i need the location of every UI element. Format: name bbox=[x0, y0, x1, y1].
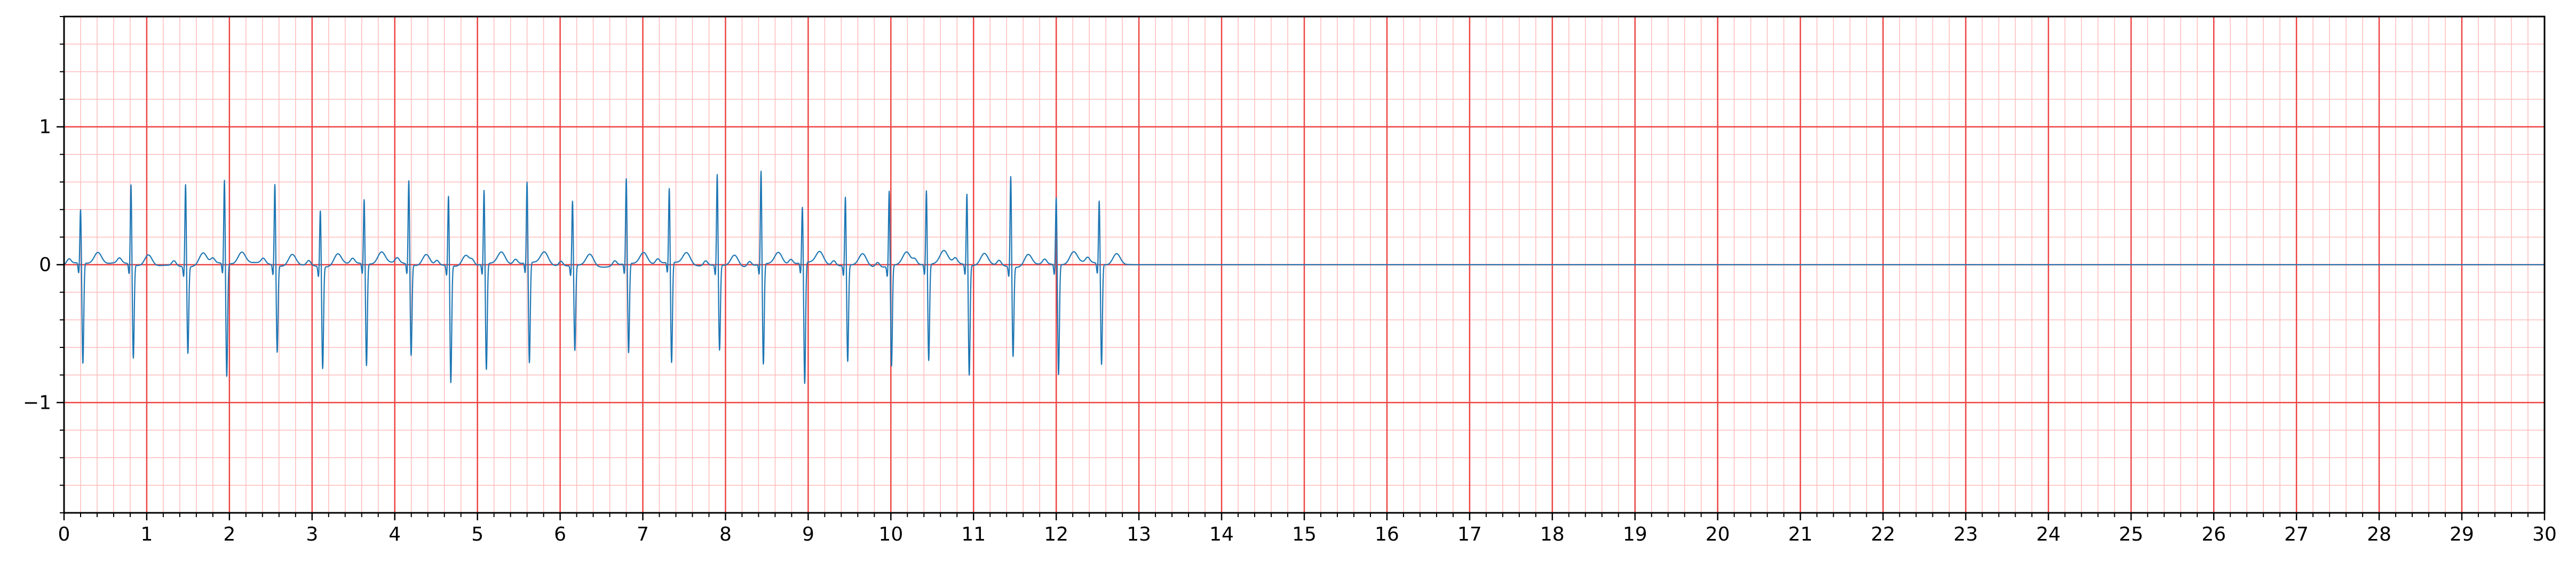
x-tick-label: 8 bbox=[719, 524, 732, 545]
x-tick-label: 5 bbox=[471, 524, 484, 545]
x-tick-label: 23 bbox=[1954, 524, 1978, 545]
x-tick-label: 16 bbox=[1375, 524, 1399, 545]
x-tick-label: 18 bbox=[1540, 524, 1565, 545]
x-axis: 0 1 2 3 4 5 6 7 8 9 10 11 12 13 14 15 16 17 18 19 20 21 22 23 24… bbox=[58, 513, 2557, 545]
x-tick-label: 3 bbox=[306, 524, 318, 545]
x-tick-label: 21 bbox=[1788, 524, 1813, 545]
x-tick-label: 0 bbox=[58, 524, 70, 545]
x-tick-label: 1 bbox=[140, 524, 153, 545]
x-tick-label: 14 bbox=[1209, 524, 1234, 545]
x-tick-label: 28 bbox=[2367, 524, 2391, 545]
x-tick-label: 22 bbox=[1871, 524, 1896, 545]
ecg-series-line bbox=[64, 170, 1136, 384]
y-tick-label: 1 bbox=[39, 116, 51, 138]
x-tick-label: 2 bbox=[223, 524, 235, 545]
x-tick-label: 13 bbox=[1127, 524, 1151, 545]
y-tick-label: 0 bbox=[39, 254, 51, 276]
x-tick-label: 17 bbox=[1457, 524, 1482, 545]
signal-layer bbox=[64, 170, 2545, 384]
x-tick-label: 15 bbox=[1292, 524, 1317, 545]
x-tick-label: 30 bbox=[2532, 524, 2557, 545]
x-tick-label: 6 bbox=[554, 524, 566, 545]
x-tick-label: 26 bbox=[2201, 524, 2226, 545]
x-tick-label: 25 bbox=[2119, 524, 2143, 545]
y-tick-label: −1 bbox=[23, 392, 51, 414]
x-tick-label: 7 bbox=[637, 524, 649, 545]
x-tick-label: 29 bbox=[2450, 524, 2474, 545]
x-tick-label: 4 bbox=[389, 524, 401, 545]
x-tick-label: 24 bbox=[2036, 524, 2060, 545]
x-tick-label: 27 bbox=[2284, 524, 2309, 545]
x-tick-label: 11 bbox=[961, 524, 986, 545]
y-axis: −1 0 1 bbox=[23, 16, 64, 513]
x-tick-label: 20 bbox=[1706, 524, 1730, 545]
x-tick-label: 19 bbox=[1623, 524, 1647, 545]
x-tick-label: 9 bbox=[802, 524, 814, 545]
x-tick-label: 12 bbox=[1044, 524, 1068, 545]
x-tick-label: 10 bbox=[878, 524, 903, 545]
